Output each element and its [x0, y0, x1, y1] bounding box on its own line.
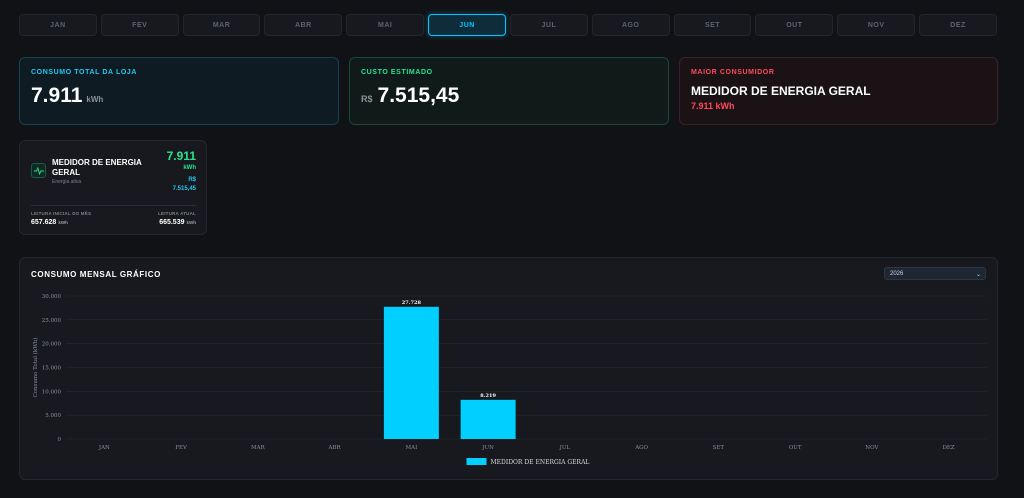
- chevron-down-icon: ⌄: [975, 272, 981, 278]
- estimated-cost-card: CUSTO ESTIMADO R$ 7.515,45: [349, 57, 669, 125]
- month-tab-mai[interactable]: MAI: [346, 14, 425, 36]
- estimated-cost-value: R$ 7.515,45: [361, 84, 657, 108]
- meter-card[interactable]: MEDIDOR DE ENERGIA GERAL Energia ativa 7…: [19, 140, 207, 235]
- meter-kwh-unit: kWh: [183, 165, 196, 171]
- bar-data-label: 27.728: [402, 300, 422, 306]
- x-tick-label: MAI: [405, 445, 417, 451]
- top-consumer-kwh: 7.911 kWh: [691, 101, 735, 111]
- top-consumer-label: MAIOR CONSUMIDOR: [691, 69, 775, 76]
- month-tab-abr[interactable]: ABR: [264, 14, 343, 36]
- x-tick-label: MAR: [251, 445, 266, 451]
- year-select-value: 2026: [890, 270, 904, 277]
- x-tick-label: NOV: [865, 445, 879, 451]
- estimated-cost-currency: R$: [361, 94, 373, 104]
- current-reading-number: 665.539: [159, 219, 185, 226]
- x-tick-label: FEV: [175, 445, 188, 451]
- month-tabs: JAN FEV MAR ABR MAI JUN JUL AGO SET OUT NOV DEZ: [19, 14, 997, 36]
- x-tick-label: JUN: [481, 445, 494, 451]
- y-tick-label: 0: [58, 437, 62, 443]
- bar-jun: [460, 399, 516, 439]
- meter-cost: R$ 7.515,45: [173, 176, 196, 194]
- bar-mai: [383, 306, 439, 439]
- month-tab-mar[interactable]: MAR: [182, 14, 261, 36]
- x-tick-label: JUL: [559, 445, 571, 451]
- top-consumer-name: MEDIDOR DE ENERGIA GERAL: [691, 84, 871, 98]
- total-consumption-label: CONSUMO TOTAL DA LOJA: [31, 69, 138, 76]
- start-reading-number: 657.628: [31, 219, 57, 226]
- month-tab-fev[interactable]: FEV: [100, 14, 179, 36]
- meter-kwh-value: 7.911: [166, 149, 196, 163]
- meter-kwh: 7.911 kWh: [167, 149, 196, 171]
- month-tab-ago[interactable]: AGO: [591, 14, 670, 36]
- estimated-cost-label: CUSTO ESTIMADO: [361, 69, 433, 76]
- x-tick-label: JAN: [98, 445, 110, 451]
- x-tick-label: AGO: [634, 445, 648, 451]
- monthly-consumption-chart: 0 5.000 10.000 15.000 20.000 25.000 30.000 Cons…: [32, 294, 987, 466]
- y-tick-label: 30.000: [42, 294, 62, 300]
- legend-label: MEDIDOR DE ENERGIA GERAL: [491, 459, 590, 466]
- total-consumption-card: CONSUMO TOTAL DA LOJA 7.911 kWh: [19, 57, 339, 125]
- month-tab-nov[interactable]: NOV: [837, 14, 916, 36]
- total-consumption-unit: kWh: [86, 95, 104, 104]
- y-tick-label: 25.000: [42, 318, 62, 324]
- month-tab-jan[interactable]: JAN: [19, 14, 97, 36]
- y-tick-label: 10.000: [42, 389, 62, 395]
- x-tick-label: ABR: [328, 445, 342, 451]
- total-consumption-value: 7.911 kWh: [31, 84, 327, 108]
- y-tick-label: 20.000: [42, 342, 62, 348]
- x-tick-label: DEZ: [943, 445, 955, 451]
- month-tab-set[interactable]: SET: [673, 14, 752, 36]
- meter-cost-currency: R$: [188, 177, 196, 183]
- meter-name: MEDIDOR DE ENERGIA GERAL: [52, 158, 142, 177]
- meter-divider: [31, 205, 196, 206]
- monthly-chart-panel: 0 5.000 10.000 15.000 20.000 25.000 30.000 Cons…: [19, 257, 998, 480]
- top-consumer-card: MAIOR CONSUMIDOR MEDIDOR DE ENERGIA GERA…: [679, 57, 998, 125]
- y-tick-label: 5.000: [45, 413, 61, 419]
- total-consumption-number: 7.911: [31, 84, 83, 107]
- chart-title: CONSUMO MENSAL GRÁFICO: [31, 270, 161, 279]
- start-reading-value: 657.628 kWh: [31, 219, 68, 226]
- month-tab-jul[interactable]: JUL: [509, 14, 588, 36]
- meter-subtitle: Energia ativa: [52, 179, 82, 185]
- current-reading-unit: kWh: [186, 220, 197, 225]
- current-reading-value: 665.539 kWh: [159, 219, 196, 226]
- start-reading-unit: kWh: [58, 220, 68, 225]
- year-select[interactable]: 2026 ⌄: [884, 267, 986, 280]
- meter-cost-value: 7.515,45: [172, 186, 196, 192]
- month-tab-out[interactable]: OUT: [755, 14, 834, 36]
- bar-data-label: 8.219: [480, 393, 496, 399]
- month-tab-dez[interactable]: DEZ: [919, 14, 997, 36]
- y-axis-label: Consumo Total (kWh): [32, 337, 39, 397]
- x-tick-label: OUT: [789, 445, 802, 451]
- y-tick-label: 15.000: [42, 366, 62, 372]
- x-tick-label: SET: [713, 445, 725, 451]
- pulse-icon: [31, 163, 46, 178]
- month-tab-jun[interactable]: JUN: [428, 14, 506, 36]
- current-reading-label: LEITURA ATUAL: [158, 211, 196, 216]
- legend-swatch: [466, 458, 487, 465]
- estimated-cost-number: 7.515,45: [377, 84, 460, 107]
- start-reading-label: LEITURA INICIAL DO MÊS: [31, 211, 92, 216]
